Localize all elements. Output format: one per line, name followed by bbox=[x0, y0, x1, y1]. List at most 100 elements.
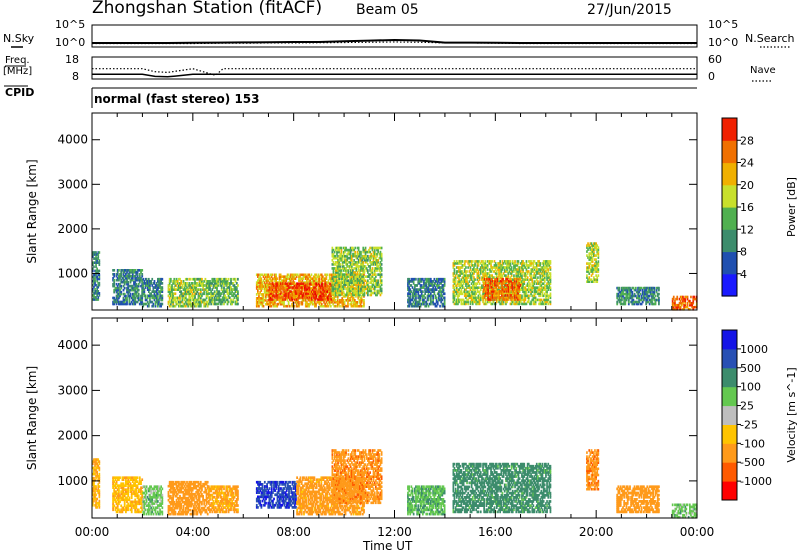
power-echo-cell bbox=[307, 292, 310, 295]
power-echo-cell bbox=[424, 290, 426, 293]
power-echo-cell bbox=[502, 288, 504, 291]
power-echo-cell bbox=[481, 266, 483, 269]
power-echo-cell bbox=[94, 253, 96, 256]
power-echo-cell bbox=[310, 281, 313, 284]
power-echo-cell bbox=[463, 288, 466, 291]
power-echo-cell bbox=[426, 302, 429, 306]
power-echo-cell bbox=[508, 270, 511, 273]
power-echo-cell bbox=[365, 287, 368, 291]
power-echo-cell bbox=[258, 304, 260, 308]
power-echo-cell bbox=[352, 246, 354, 250]
power-echo-cell bbox=[298, 294, 300, 297]
power-echo-cell bbox=[357, 295, 360, 298]
power-echo-cell bbox=[189, 298, 192, 302]
power-echo-cell bbox=[189, 302, 192, 306]
power-echo-cell bbox=[490, 294, 493, 297]
power-echo-cell bbox=[471, 268, 474, 271]
power-echo-cell bbox=[339, 246, 342, 250]
power-echo-cell bbox=[97, 261, 100, 264]
power-echo-cell bbox=[284, 304, 287, 308]
power-echo-cell bbox=[294, 292, 297, 295]
power-echo-cell bbox=[282, 293, 284, 296]
power-echo-cell bbox=[418, 298, 421, 302]
power-echo-cell bbox=[315, 304, 317, 308]
power-echo-cell bbox=[590, 248, 593, 251]
power-echo-cell bbox=[172, 282, 174, 285]
power-echo-cell bbox=[467, 290, 469, 294]
power-echo-cell bbox=[224, 290, 226, 293]
power-echo-cell bbox=[410, 298, 413, 302]
power-echo-cell bbox=[533, 300, 536, 304]
power-echo-cell bbox=[364, 285, 367, 289]
power-echo-cell bbox=[539, 284, 542, 287]
power-echo-cell bbox=[276, 294, 279, 297]
power-echo-cell bbox=[325, 293, 328, 296]
power-echo-cell bbox=[452, 298, 455, 302]
power-echo-cell bbox=[331, 275, 333, 278]
power-echo-cell bbox=[518, 300, 521, 304]
power-echo-cell bbox=[593, 264, 595, 267]
power-echo-cell bbox=[195, 282, 198, 285]
power-echo-cell bbox=[155, 300, 158, 304]
power-echo-cell bbox=[349, 261, 352, 264]
power-echo-cell bbox=[131, 294, 134, 298]
power-echo-cell bbox=[426, 294, 429, 298]
power-echo-cell bbox=[160, 280, 162, 283]
power-echo-cell bbox=[364, 275, 367, 278]
power-echo-cell bbox=[441, 288, 444, 291]
power-echo-cell bbox=[269, 294, 272, 297]
power-echo-cell bbox=[273, 301, 275, 304]
power-echo-cell bbox=[307, 286, 310, 289]
power-echo-cell bbox=[533, 274, 536, 277]
power-echo-cell bbox=[336, 246, 338, 250]
power-echo-cell bbox=[380, 289, 383, 293]
power-echo-cell bbox=[351, 287, 353, 291]
power-echo-cell bbox=[131, 286, 134, 290]
power-echo-cell bbox=[339, 269, 342, 272]
power-echo-cell bbox=[499, 272, 501, 275]
power-echo-cell bbox=[334, 295, 337, 298]
power-echo-cell bbox=[470, 286, 473, 289]
power-echo-cell bbox=[131, 292, 134, 296]
power-echo-cell bbox=[482, 260, 484, 263]
power-echo-cell bbox=[331, 283, 334, 287]
power-echo-cell bbox=[361, 277, 363, 280]
power-echo-cell bbox=[348, 281, 351, 284]
power-echo-cell bbox=[375, 252, 377, 256]
power-echo-cell bbox=[342, 275, 345, 278]
power-echo-cell bbox=[122, 296, 125, 300]
power-echo-cell bbox=[130, 278, 133, 282]
power-echo-cell bbox=[372, 279, 375, 282]
power-echo-cell bbox=[531, 284, 534, 287]
power-echo-cell bbox=[362, 275, 365, 278]
power-echo-cell bbox=[306, 296, 308, 299]
power-echo-cell bbox=[359, 302, 362, 306]
power-echo-cell bbox=[304, 273, 307, 277]
power-echo-cell bbox=[465, 276, 467, 279]
power-echo-cell bbox=[353, 259, 355, 262]
power-echo-cell bbox=[531, 286, 534, 289]
power-echo-cell bbox=[352, 297, 355, 300]
power-echo-cell bbox=[590, 260, 593, 263]
power-echo-cell bbox=[482, 296, 485, 299]
power-echo-cell bbox=[275, 294, 277, 297]
power-echo-cell bbox=[547, 274, 550, 277]
power-echo-cell bbox=[495, 276, 498, 279]
power-echo-cell bbox=[515, 300, 518, 304]
power-echo-cell bbox=[130, 286, 133, 290]
power-echo-cell bbox=[273, 286, 275, 289]
power-echo-cell bbox=[266, 273, 268, 277]
power-echo-cell bbox=[522, 260, 524, 263]
power-echo-cell bbox=[517, 268, 520, 271]
power-echo-cell bbox=[491, 268, 493, 271]
power-echo-cell bbox=[233, 296, 236, 300]
power-echo-cell bbox=[415, 284, 417, 287]
power-echo-cell bbox=[348, 267, 351, 270]
power-echo-cell bbox=[172, 304, 174, 308]
power-echo-cell bbox=[318, 298, 321, 301]
power-echo-cell bbox=[481, 284, 483, 287]
power-echo-cell bbox=[330, 279, 332, 282]
power-echo-cell bbox=[461, 302, 464, 306]
power-echo-cell bbox=[144, 286, 147, 289]
power-echo-cell bbox=[505, 296, 507, 300]
